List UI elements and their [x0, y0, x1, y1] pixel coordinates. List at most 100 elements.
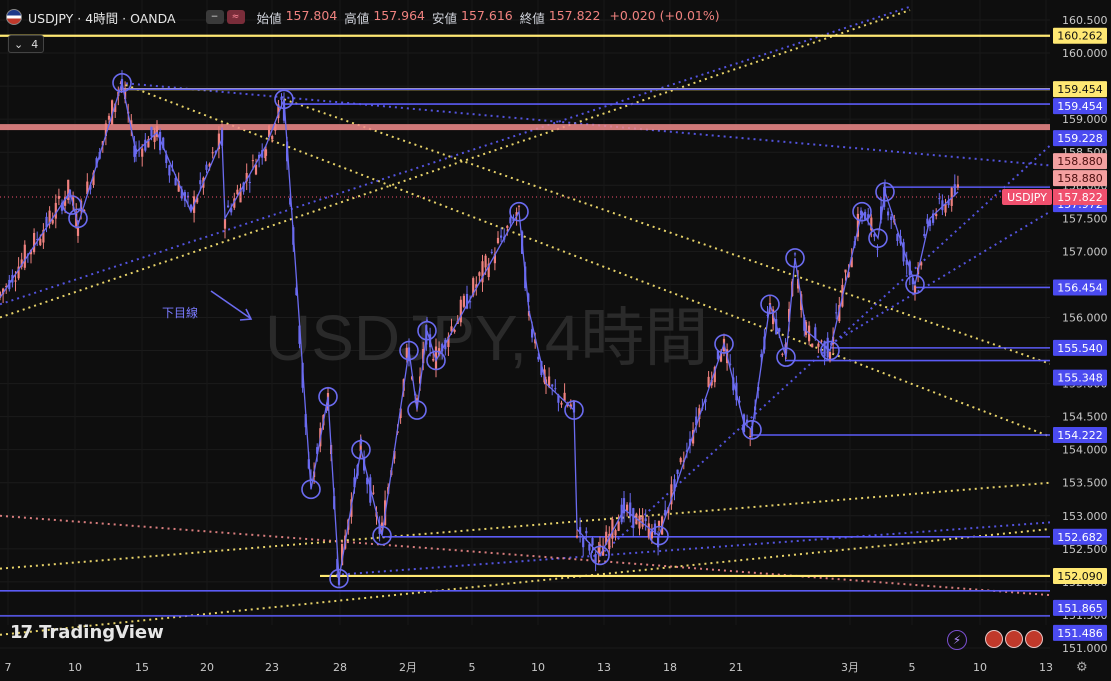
candle-body: [614, 530, 617, 536]
resistance-zone[interactable]: [0, 124, 1050, 131]
candle-body: [928, 220, 932, 226]
price-tick-label: 153.000: [1062, 510, 1108, 523]
symbol-title[interactable]: USDJPY · 4時間 · OANDA: [28, 10, 176, 26]
candle-body: [130, 120, 133, 128]
price-levels[interactable]: [0, 34, 1050, 617]
pivot-circle: [509, 201, 529, 222]
us-flag-icon[interactable]: [1025, 630, 1043, 648]
pivot-circle: [417, 320, 437, 341]
minus-icon[interactable]: −: [205, 10, 224, 24]
candle-body: [208, 163, 211, 167]
candle-body: [248, 182, 251, 184]
candle-body: [366, 477, 369, 485]
time-tick-label: 2月: [399, 661, 417, 674]
pivot-circle: [742, 420, 762, 440]
candle-body: [820, 340, 823, 342]
candle-body: [793, 253, 797, 255]
candle-body: [582, 537, 585, 548]
candle-body: [196, 197, 199, 203]
candle-body: [89, 185, 92, 190]
indicator-toggle[interactable]: ⌄ 4: [8, 35, 45, 53]
candle-body: [548, 376, 551, 388]
candle-body: [447, 336, 450, 348]
annotation-text[interactable]: 下目線: [162, 305, 198, 320]
candle-body: [870, 217, 873, 231]
trend-line[interactable]: [819, 210, 1051, 352]
candle-body: [165, 154, 168, 164]
time-axis[interactable]: 7 10 15 20 23 28 2月 5 10 13 18 21 3月 5 10 13: [5, 661, 1054, 674]
candle-body: [515, 212, 518, 217]
header-pills[interactable]: − ≈: [205, 10, 245, 24]
candle-body: [641, 515, 644, 527]
candle-body: [57, 196, 60, 199]
trend-line[interactable]: [0, 9, 911, 319]
candle-body: [2, 288, 5, 295]
candle-body: [732, 377, 735, 391]
lightning-icon[interactable]: ⚡: [947, 630, 967, 650]
candle-body: [289, 197, 292, 205]
candle-body: [500, 235, 503, 238]
us-flag-icon[interactable]: [985, 630, 1003, 648]
swing-lines: [0, 82, 959, 579]
candle-body: [177, 180, 180, 192]
candle-body: [537, 356, 540, 360]
logo-text: TradingView: [39, 622, 164, 643]
candle-body: [554, 388, 557, 390]
candle-body: [850, 257, 853, 268]
candle-body: [835, 312, 838, 314]
candle-body: [760, 354, 763, 358]
pivot-circle: [868, 228, 888, 248]
settings-gear-icon[interactable]: ⚙: [1076, 660, 1088, 675]
candle-body: [472, 278, 475, 296]
candle-body: [670, 484, 673, 505]
trend-line[interactable]: [0, 528, 1051, 636]
time-tick-label: 5: [909, 661, 916, 674]
candle-body: [459, 299, 462, 323]
pivot-circles: [62, 73, 925, 589]
annotation-arrow[interactable]: [210, 290, 253, 321]
pivot-circle: [785, 248, 805, 268]
approx-icon[interactable]: ≈: [226, 10, 245, 24]
pivot-circle: [274, 89, 294, 110]
candle-body: [626, 504, 629, 511]
tradingview-logo[interactable]: 17 TradingView: [10, 622, 164, 643]
candle-body: [887, 211, 890, 216]
trend-line[interactable]: [329, 521, 1051, 577]
time-tick-label: 13: [597, 661, 611, 674]
time-tick-label: 13: [1039, 661, 1053, 674]
price-level-tag: [1053, 153, 1107, 170]
trend-line[interactable]: [0, 481, 1051, 570]
candle-body: [419, 376, 422, 384]
candle-body: [880, 206, 883, 220]
candle-body: [579, 527, 582, 534]
price-level-tag: [1053, 81, 1107, 98]
trend-line[interactable]: [0, 514, 1051, 597]
price-axis[interactable]: 151.000151.500152.000152.500153.000153.5…: [1050, 0, 1111, 681]
candle-body: [534, 339, 537, 344]
price-level-tag-label: 152.090: [1057, 570, 1103, 583]
candle-body: [372, 492, 375, 494]
price-level-tag-label: 152.682: [1057, 531, 1103, 544]
event-markers[interactable]: [985, 630, 1043, 648]
candle-body: [120, 79, 124, 86]
candle-body: [629, 502, 632, 517]
candle-body: [729, 363, 732, 365]
candle-body: [298, 325, 301, 344]
candle-body: [5, 286, 8, 288]
chevron-down-icon[interactable]: ⌄: [14, 37, 24, 51]
trend-lines[interactable]: [0, 5, 1051, 636]
symbol-flag-icon: [6, 9, 22, 25]
candle-body: [605, 531, 608, 545]
chart-header: USDJPY · 4時間 · OANDA − ≈ 始値 157.804 高値 157…: [6, 6, 720, 28]
candle-body: [572, 402, 576, 413]
price-tick-label: 154.500: [1062, 411, 1108, 424]
candle-body: [902, 242, 905, 262]
time-tick-label: 21: [729, 661, 743, 674]
candle-body: [490, 252, 493, 254]
us-flag-icon[interactable]: [1005, 630, 1023, 648]
time-tick-label: 10: [68, 661, 82, 674]
trend-line[interactable]: [119, 81, 1051, 438]
candle-body: [531, 329, 534, 338]
candle-body: [911, 278, 914, 285]
